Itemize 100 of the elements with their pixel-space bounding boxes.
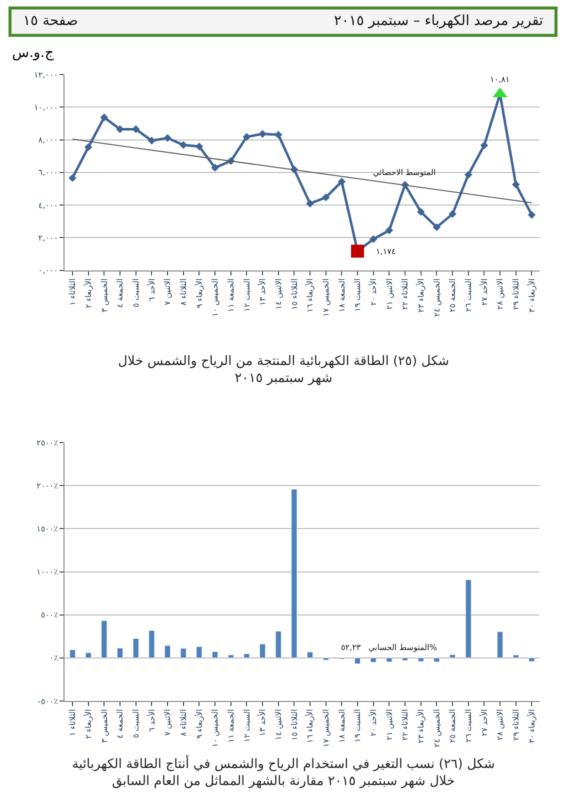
x-tick-label: الخميس ٢٤ — [432, 278, 442, 317]
x-tick-label: الأحد ٢٧ — [478, 709, 489, 736]
point — [164, 134, 172, 142]
x-tick-label: السبت ١٢ — [242, 709, 252, 742]
x-tick-label: الثلاثاء ٢٩ — [511, 709, 520, 741]
bar — [164, 645, 171, 658]
bar — [450, 654, 456, 658]
x-tick-label: الجمعة ٢٥ — [448, 278, 458, 312]
x-tick-label: السبت ٢٦ — [464, 278, 473, 312]
bar — [101, 620, 108, 658]
point — [148, 136, 156, 145]
x-tick-label: السبت ١٩ — [353, 278, 362, 312]
point — [338, 178, 346, 186]
x-tick-label: الخميس ١٧ — [321, 278, 330, 317]
x-tick-label: الثلاثاء ١ — [68, 709, 78, 736]
point — [528, 210, 536, 219]
point — [480, 141, 488, 150]
point — [512, 180, 520, 188]
y-tick-label: ٠,٠٠٠ — [38, 266, 58, 276]
x-tick-label: السبت ٥ — [131, 278, 140, 308]
point — [432, 223, 441, 232]
bar — [434, 658, 440, 662]
y-tick-label: ٢,٠٠٠ — [38, 233, 58, 242]
bar — [528, 658, 535, 662]
x-tick-label: الثلاثاء ٢٢ — [400, 709, 410, 741]
x-tick-label: الثلاثاء ١٥ — [290, 709, 299, 741]
x-tick-label: السبت ٢٦ — [464, 709, 473, 742]
x-tick-label: الأحد ٢٧ — [478, 278, 489, 306]
x-tick-label: الجمعة ١٨ — [337, 709, 346, 743]
y-tick-label: ١٠,٠٠٠ — [34, 102, 58, 112]
x-tick-label: الأربعاء ٣٠ — [526, 709, 536, 744]
x-tick-label: الأربعاء ٩ — [194, 278, 204, 308]
text: شكل (٢٥) الطاقة الكهربائية المنتجة من الرياح والشمس خلال شهر سبتمبر ٢٠١٥ — [118, 354, 450, 386]
y-tick-label: ٠٪ — [49, 654, 58, 663]
annotation: ١,١٧٤ — [376, 247, 396, 256]
point — [68, 174, 76, 182]
x-tick-label: الاثنين ٢٨ — [496, 278, 505, 310]
point — [448, 210, 456, 218]
point — [274, 130, 282, 139]
point — [306, 200, 314, 208]
x-tick-label: السبت ٥ — [131, 709, 140, 738]
text: صفحة ١٥ — [23, 13, 78, 29]
x-tick-label: الأحد ٦ — [146, 278, 156, 302]
x-tick-label: الأربعاء ٢ — [82, 278, 93, 308]
bar — [117, 648, 124, 658]
x-tick-label: الأحد ١٣ — [257, 278, 268, 306]
x-tick-label: الأربعاء ٢٣ — [415, 709, 426, 744]
x-tick-label: الجمعة ١٨ — [337, 278, 346, 312]
x-tick-label: الأحد ٦ — [146, 709, 156, 732]
x-tick-label: الخميس ٣ — [100, 278, 109, 312]
y-tick-label: ٤,٠٠٠ — [38, 200, 58, 210]
bar — [291, 488, 298, 658]
x-tick-label: الاثنين ٧ — [163, 709, 172, 736]
x-tick-label: الاثنين ١٤ — [274, 278, 283, 310]
x-tick-label: الاثنين ١٤ — [274, 709, 283, 740]
bar — [244, 654, 250, 658]
annotation: ١٠,٨١ — [490, 75, 510, 84]
x-tick-label: الخميس ١٧ — [321, 709, 330, 748]
text: شكل (٢٦) نسب التغير في استخدام الرياح والشمس في أنتاج الطاقة الكهربائية خلال شهر سبتمبر ٢٠١٥ مقارنة بالشهر المماثل من العام السابق — [72, 755, 495, 789]
y-axis-title: ج.و.س — [12, 45, 55, 61]
bar — [497, 631, 504, 658]
bar — [85, 652, 92, 658]
x-tick-label: السبت ١٢ — [242, 278, 252, 312]
x-tick-label: الثلاثاء ١٥ — [290, 278, 299, 310]
x-tick-label: الاثنين ٢١ — [384, 278, 394, 310]
x-tick-label: الخميس ١٠ — [210, 709, 220, 748]
x-tick-label: الأحد ١٣ — [257, 709, 268, 736]
point — [211, 164, 219, 172]
x-tick-label: الاثنين ٢١ — [384, 709, 394, 740]
bar — [196, 646, 202, 658]
bar — [275, 631, 282, 658]
point — [116, 125, 124, 134]
bar — [228, 654, 234, 658]
point — [84, 143, 92, 152]
bar — [354, 658, 361, 664]
x-tick-label: الاثنين ٢٨ — [496, 709, 505, 740]
x-tick-label: الثلاثاء ٨ — [178, 278, 188, 306]
y-tick-label: ١٢,٠٠٠ — [34, 70, 58, 80]
x-tick-label: الأحد ٢٠ — [368, 709, 378, 736]
x-tick-label: الجمعة ٤ — [116, 278, 125, 308]
bar — [322, 658, 329, 660]
point — [464, 170, 472, 179]
x-tick-label: الأربعاء ٢ — [82, 709, 93, 739]
y-tick-label: ٢٠٠٠٪ — [36, 481, 58, 490]
x-tick-label: الخميس ٢٤ — [432, 709, 442, 748]
point — [322, 193, 330, 202]
x-tick-label: الجمعة ٤ — [116, 709, 125, 739]
y-tick-label: ٦,٠٠٠ — [38, 168, 58, 178]
y-tick-label: -٥٠٠٪ — [38, 696, 58, 706]
point — [242, 132, 251, 141]
point — [179, 141, 188, 149]
bar — [70, 650, 76, 658]
y-tick-label: ١٥٠٠٪ — [36, 524, 58, 534]
point — [258, 130, 266, 138]
point — [416, 208, 425, 216]
point — [100, 114, 108, 122]
x-tick-label: الثلاثاء ٨ — [178, 709, 188, 736]
x-tick-label: الأربعاء ٣٠ — [526, 278, 536, 313]
x-tick-label: الأربعاء ١٦ — [304, 278, 315, 313]
x-tick-label: الاثنين ٧ — [163, 278, 172, 306]
